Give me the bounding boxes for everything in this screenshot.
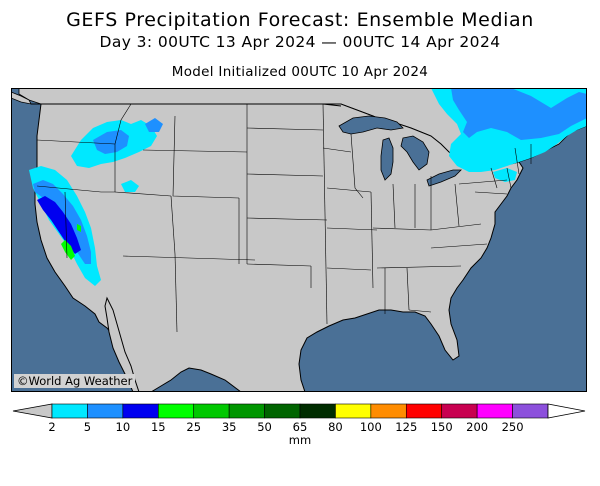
colorbar-tick-label: 15 xyxy=(150,420,166,434)
canada-us-border xyxy=(31,103,342,107)
forecast-period: Day 3: 00UTC 13 Apr 2024 — 00UTC 14 Apr … xyxy=(99,33,501,51)
colorbar-segment xyxy=(441,403,478,419)
colorbar-segment xyxy=(122,403,159,419)
colorbar-segment xyxy=(512,403,549,419)
colorbar-tick-label: 200 xyxy=(466,420,489,434)
colorbar-tick-label: 80 xyxy=(328,420,343,434)
colorbar-tick-label: 10 xyxy=(115,420,131,434)
colorbar-tick-label: 250 xyxy=(501,420,524,434)
precipitation-map xyxy=(11,88,587,392)
colorbar-segment xyxy=(193,403,230,419)
lake-huron xyxy=(400,135,430,171)
baja-california xyxy=(104,296,140,392)
lake-michigan xyxy=(380,137,394,181)
colorbar-tick-label: 2 xyxy=(48,420,56,434)
map-frame xyxy=(11,88,587,392)
colorbar-over-arrow xyxy=(547,403,586,419)
lake-superior xyxy=(338,115,404,135)
colorbar-segment xyxy=(405,403,443,419)
colorbar-segment xyxy=(264,403,301,419)
map-credit: ©World Ag Weather xyxy=(14,374,136,388)
colorbar-tick-label: 50 xyxy=(257,420,272,434)
colorbar-segment xyxy=(299,403,336,419)
precip-15-25mm xyxy=(61,224,81,260)
colorbar-segment xyxy=(157,403,195,419)
colorbar-tick-label: 25 xyxy=(186,420,202,434)
model-init-time: Model Initialized 00UTC 10 Apr 2024 xyxy=(171,64,429,80)
colorbar-segment xyxy=(228,403,265,419)
state-borders xyxy=(36,103,532,333)
colorbar-tick-label: 65 xyxy=(292,420,308,434)
precip-10-15mm xyxy=(37,196,81,254)
colorbar-segment xyxy=(51,403,88,419)
colorbar-segment xyxy=(370,403,407,419)
colorbar-under-arrow xyxy=(12,403,53,419)
colorbar-tick-label: 125 xyxy=(395,420,418,434)
colorbar-segment xyxy=(87,403,124,419)
colorbar-tick-label: 150 xyxy=(430,420,453,434)
colorbar-tick-label: 35 xyxy=(221,420,237,434)
colorbar-tick-label: 5 xyxy=(83,420,92,434)
colorbar-tick-label: 100 xyxy=(359,420,382,434)
colorbar-unit: mm xyxy=(288,433,312,447)
colorbar-segment xyxy=(335,403,372,419)
chart-title: GEFS Precipitation Forecast: Ensemble Me… xyxy=(66,9,534,31)
great-lakes xyxy=(338,115,488,187)
colorbar xyxy=(0,400,600,430)
colorbar-segment xyxy=(476,403,513,419)
